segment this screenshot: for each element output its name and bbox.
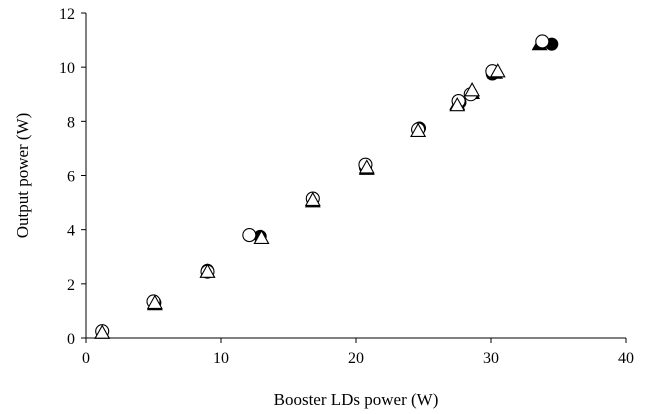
y-tick-label: 10 <box>59 60 75 77</box>
data-point-open-circle <box>242 228 257 243</box>
series-filled-circle <box>95 37 559 338</box>
data-point-open-triangle <box>94 324 111 339</box>
data-point-open-triangle <box>304 191 321 207</box>
x-tick-label: 20 <box>348 350 364 367</box>
y-axis-title: Output power (W) <box>13 113 32 239</box>
x-tick-label: 10 <box>213 350 229 367</box>
y-tick-label: 4 <box>67 223 75 240</box>
data-point-open-triangle <box>199 263 216 278</box>
data-point-open-triangle <box>146 294 163 309</box>
data-point-open-triangle <box>410 122 427 137</box>
data-point-open-circle <box>535 34 550 49</box>
y-tick-label: 0 <box>67 331 75 348</box>
data-point-open-triangle <box>449 96 466 112</box>
data-point-open-triangle <box>253 229 270 244</box>
x-tick-label: 30 <box>483 350 499 367</box>
data-series <box>94 34 559 339</box>
series-open-triangle <box>94 63 506 339</box>
y-tick-label: 12 <box>59 6 75 23</box>
series-open-circle <box>95 34 550 339</box>
data-point-open-triangle <box>489 63 506 78</box>
y-tick-label: 8 <box>67 114 75 131</box>
y-axis-ticks: 0 2 4 6 8 10 12 <box>59 6 86 348</box>
data-point-open-triangle <box>358 159 375 174</box>
x-tick-label: 40 <box>618 350 634 367</box>
y-tick-label: 6 <box>67 169 75 186</box>
data-point-open-triangle <box>464 82 481 97</box>
axes <box>85 13 626 339</box>
x-tick-label: 0 <box>82 350 90 367</box>
y-tick-label: 2 <box>67 277 75 294</box>
series-filled-triangle <box>94 36 548 339</box>
x-axis-ticks: 0 10 20 30 40 <box>82 338 634 367</box>
x-axis-title: Booster LDs power (W) <box>274 390 439 409</box>
